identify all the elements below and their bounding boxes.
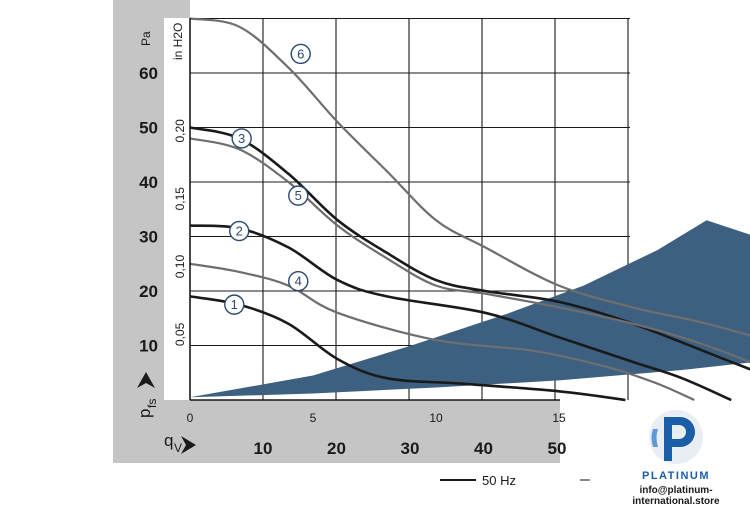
brand-logo: PLATINUM info@platinum-international.sto… [606,407,746,507]
curve-label-circle [288,185,309,206]
curve-label-circle [231,128,252,149]
curve-2 [189,224,732,402]
inh2o-axis-strip [164,18,190,400]
inh2o-tick-label: 0,05 [173,322,187,346]
y-axis-subscript: fs [145,399,159,408]
pa-tick-label: 40 [139,173,158,192]
y-axis-title: p fs [135,399,159,418]
curve-3 [189,126,750,371]
curve-label-number: 2 [236,224,243,239]
x-axis-arrow-icon [181,436,196,454]
brand-name: PLATINUM [641,470,710,482]
pa-tick-label: 60 [139,64,158,83]
curve-label-circle [224,294,245,315]
pa-tick-label: 30 [139,228,158,247]
curve-label-number: 1 [231,297,238,312]
upper-x-tick-label: 10 [254,439,273,458]
y-axis-arrow-icon [137,372,155,388]
y-unit-inh2o: in H2O [171,23,185,60]
platinum-logo-icon [649,410,703,464]
curve-label-6: 6 [290,43,311,65]
curve-label-2: 2 [228,220,250,242]
inh2o-tick-labels: 0,05 0,10 0,15 0,20 [173,119,187,346]
curve-label-number: 5 [295,188,302,203]
curve-labels: 1 2 3 4 5 6 [224,43,311,315]
pa-tick-label: 50 [139,119,158,138]
upper-x-tick-labels: 10 20 30 40 50 [254,439,567,458]
lower-x-tick-label: 5 [310,411,317,425]
curve-label-4: 4 [288,270,309,292]
curve-label-circle [290,43,311,65]
upper-x-tick-label: 40 [474,439,493,458]
legend-60hz-swatch [580,479,590,481]
inh2o-tick-label: 0,20 [173,119,187,143]
curve-1 [189,295,626,402]
bottom-axis-panel-background [113,400,560,463]
curve-label-number: 6 [297,46,304,61]
x-axis-subscript: V [174,441,182,455]
y-axis-symbol: p [135,409,154,418]
curve-6 [189,17,750,337]
curve-label-1: 1 [224,294,245,315]
y-unit-pa: Pa [139,31,153,46]
curve-5 [189,137,750,364]
inh2o-tick-label: 0,10 [173,255,187,279]
pa-tick-label: 20 [139,282,158,301]
lower-x-tick-label: 0 [187,411,194,425]
legend-50hz-label: 50 Hz [482,472,516,488]
curve-label-3: 3 [231,128,252,149]
x-axis-symbol: q [164,431,173,450]
upper-x-tick-label: 20 [327,439,346,458]
lower-x-tick-label: 10 [429,411,443,425]
legend-50hz: 50 Hz [440,470,516,490]
curves [189,17,750,402]
upper-x-tick-label: 50 [548,439,567,458]
legend-60hz [580,470,590,490]
lower-x-tick-label: 15 [552,411,566,425]
curve-label-number: 3 [238,131,245,146]
legend-50hz-swatch [440,479,476,481]
grid [190,17,630,400]
brand-email: info@platinum-international.store [632,485,720,507]
curve-label-circle [228,220,250,242]
pa-tick-label: 10 [139,337,158,356]
pa-tick-labels: 10 20 30 40 50 60 [139,64,158,356]
upper-x-tick-label: 30 [401,439,420,458]
curve-label-5: 5 [288,185,309,206]
curve-label-circle [288,270,309,292]
inh2o-tick-label: 0,15 [173,187,187,211]
curve-label-number: 4 [295,274,302,289]
curve-4 [189,262,695,402]
